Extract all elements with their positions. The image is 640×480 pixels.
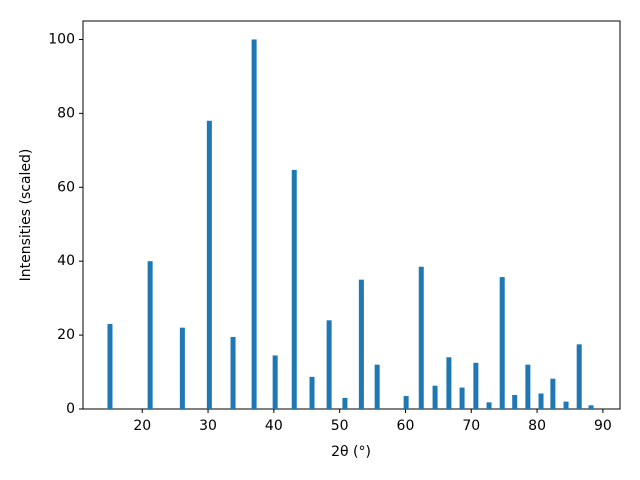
bar: [563, 401, 569, 409]
bar: [147, 261, 153, 409]
bar: [525, 364, 531, 409]
bar: [499, 277, 505, 409]
y-tick-label: 20: [57, 327, 75, 343]
y-axis-label: Intensities (scaled): [18, 149, 34, 282]
bar: [374, 364, 380, 409]
y-tick-label: 60: [57, 179, 75, 195]
y-tick-label: 100: [48, 31, 75, 47]
bar: [230, 336, 236, 409]
bar: [486, 402, 492, 409]
x-tick-label: 20: [133, 418, 151, 434]
bar: [550, 378, 556, 409]
x-tick-label: 40: [265, 418, 283, 434]
bar: [418, 266, 424, 409]
x-tick-label: 50: [331, 418, 349, 434]
bar: [358, 279, 364, 409]
y-tick-label: 0: [66, 401, 75, 417]
x-tick-label: 30: [199, 418, 217, 434]
bar: [251, 39, 257, 409]
x-tick-label: 60: [397, 418, 415, 434]
bar: [342, 397, 348, 409]
x-tick-label: 70: [462, 418, 480, 434]
bar: [538, 393, 544, 409]
bar: [326, 320, 332, 409]
plot-frame: [82, 20, 621, 410]
y-tick-label: 80: [57, 105, 75, 121]
bar: [432, 385, 438, 409]
bar: [309, 376, 315, 409]
bar: [107, 324, 113, 409]
y-tick-label: 40: [57, 253, 75, 269]
x-tick-label: 90: [594, 418, 612, 434]
bar: [206, 120, 212, 410]
x-tick-label: 80: [528, 418, 546, 434]
bar: [272, 355, 278, 409]
bar: [179, 327, 185, 409]
bar: [473, 362, 479, 409]
bar: [588, 405, 594, 409]
x-axis-label: 2θ (°): [331, 444, 371, 460]
bar: [446, 357, 452, 409]
bar: [459, 387, 465, 409]
bar: [291, 169, 297, 409]
bar: [512, 394, 518, 409]
bar: [576, 344, 582, 409]
bar: [403, 396, 409, 409]
